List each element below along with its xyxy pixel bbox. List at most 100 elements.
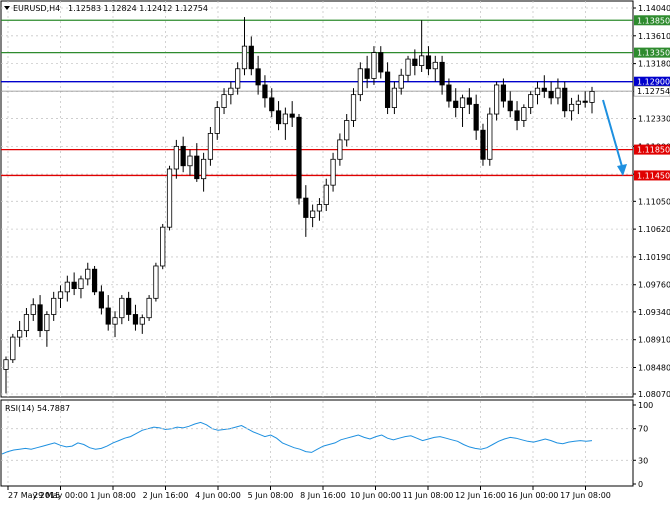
level-price-label: 1.12900	[637, 78, 670, 87]
candle-body-bullish	[391, 87, 397, 108]
candle	[316, 198, 323, 221]
candle-body-bullish	[241, 45, 248, 70]
candle-body-bullish	[3, 359, 9, 370]
candle-body-bullish	[323, 184, 329, 205]
price-tick-label: 1.13180	[638, 60, 670, 69]
candle-body-bullish	[221, 94, 227, 108]
forecast-arrow[interactable]	[602, 99, 627, 176]
candle	[207, 126, 214, 166]
candle-body-bullish	[494, 84, 500, 115]
candle	[98, 285, 104, 315]
candle	[132, 304, 139, 331]
candle	[412, 49, 418, 76]
candle-body-bullish	[419, 55, 425, 66]
level-price-label: 1.13850	[637, 16, 670, 25]
candle-body-bullish	[64, 281, 70, 293]
candle	[562, 81, 568, 118]
collapse-triangle-icon[interactable]	[4, 6, 10, 10]
candle-body-bearish	[548, 91, 554, 99]
time-tick-label: 27 May 2015	[8, 491, 60, 500]
candle-body-bearish	[473, 103, 479, 131]
candle-body-bearish	[514, 110, 520, 121]
candle-body-bullish	[23, 314, 30, 332]
candle-body-bullish	[57, 291, 64, 299]
candle-body-bullish	[568, 103, 575, 112]
candle	[78, 275, 84, 299]
candle-body-bullish	[528, 94, 534, 108]
time-tick-label: 12 Jun 16:00	[455, 491, 506, 500]
candle	[30, 298, 36, 321]
current-price-tag	[633, 85, 670, 97]
candle-body-bullish	[330, 158, 336, 186]
time-tick-label: 10 Jun 00:00	[350, 491, 401, 500]
candle-body-bullish	[10, 336, 16, 361]
candle	[17, 320, 23, 347]
price-tick-label: 1.08910	[638, 336, 670, 345]
candle-body-bullish	[228, 87, 234, 96]
candle	[194, 143, 200, 182]
rsi-series	[1, 421, 593, 455]
rsi-label: RSI(14) 54.7887	[5, 404, 70, 413]
candle	[269, 88, 275, 118]
candle	[371, 46, 377, 85]
candle-body-bullish	[589, 91, 595, 103]
candle-body-bearish	[275, 110, 282, 125]
candle	[57, 285, 64, 309]
price-tick-label: 1.09340	[638, 308, 670, 317]
price-tick-label: 1.08070	[638, 390, 670, 399]
level-price-label: 1.11450	[637, 171, 670, 180]
support-resistance-lines[interactable]	[1, 19, 633, 177]
candle	[323, 178, 329, 212]
candle	[228, 81, 234, 105]
candle-body-bullish	[357, 68, 363, 96]
candle	[378, 46, 384, 79]
candle	[425, 46, 432, 76]
time-tick-label: 29 May 00:00	[33, 491, 88, 500]
candle-body-bullish	[534, 87, 541, 96]
candle	[384, 62, 391, 115]
candle-body-bullish	[316, 204, 323, 212]
candle	[275, 101, 282, 131]
candle-body-bullish	[521, 107, 527, 121]
candle-body-bearish	[412, 58, 418, 66]
candle-body-bearish	[296, 116, 302, 199]
candle-body-bearish	[562, 87, 568, 112]
candle	[248, 36, 254, 76]
candle	[282, 107, 288, 140]
level-price-tag	[634, 144, 670, 155]
candle-body-bearish	[303, 197, 309, 218]
candle-body-bearish	[126, 297, 132, 315]
candle	[23, 308, 30, 338]
candle-body-bullish	[398, 74, 404, 89]
candle	[398, 68, 404, 95]
candle	[330, 152, 336, 192]
price-tick-label: 1.08480	[638, 363, 670, 372]
candle	[201, 152, 207, 192]
rsi-tick-label: 70	[638, 425, 648, 434]
candle-body-bearish	[255, 68, 261, 86]
current-price-label: 1.12754	[637, 87, 670, 96]
candle	[582, 91, 588, 108]
candle	[91, 265, 98, 296]
time-tick-label: 17 Jun 08:00	[560, 491, 611, 500]
candle-body-bearish	[480, 129, 486, 160]
candle-body-bullish	[337, 139, 343, 160]
candle-body-bullish	[146, 297, 152, 319]
price-axis: 1.140401.136101.131801.127501.123301.119…	[633, 4, 670, 399]
candle	[71, 272, 77, 296]
candle-body-bullish	[85, 268, 91, 280]
candle-body-bullish	[187, 155, 193, 167]
candle	[507, 91, 513, 118]
rsi-line	[1, 421, 593, 455]
candle-body-bullish	[207, 133, 214, 160]
time-tick-label: 4 Jun 00:00	[195, 491, 241, 500]
candle-body-bullish	[350, 94, 357, 121]
candle-body-bearish	[439, 61, 445, 86]
candle-body-bearish	[384, 71, 391, 108]
price-tick-label: 1.14040	[638, 4, 670, 13]
candle	[146, 295, 152, 321]
level-price-tag	[634, 15, 670, 26]
